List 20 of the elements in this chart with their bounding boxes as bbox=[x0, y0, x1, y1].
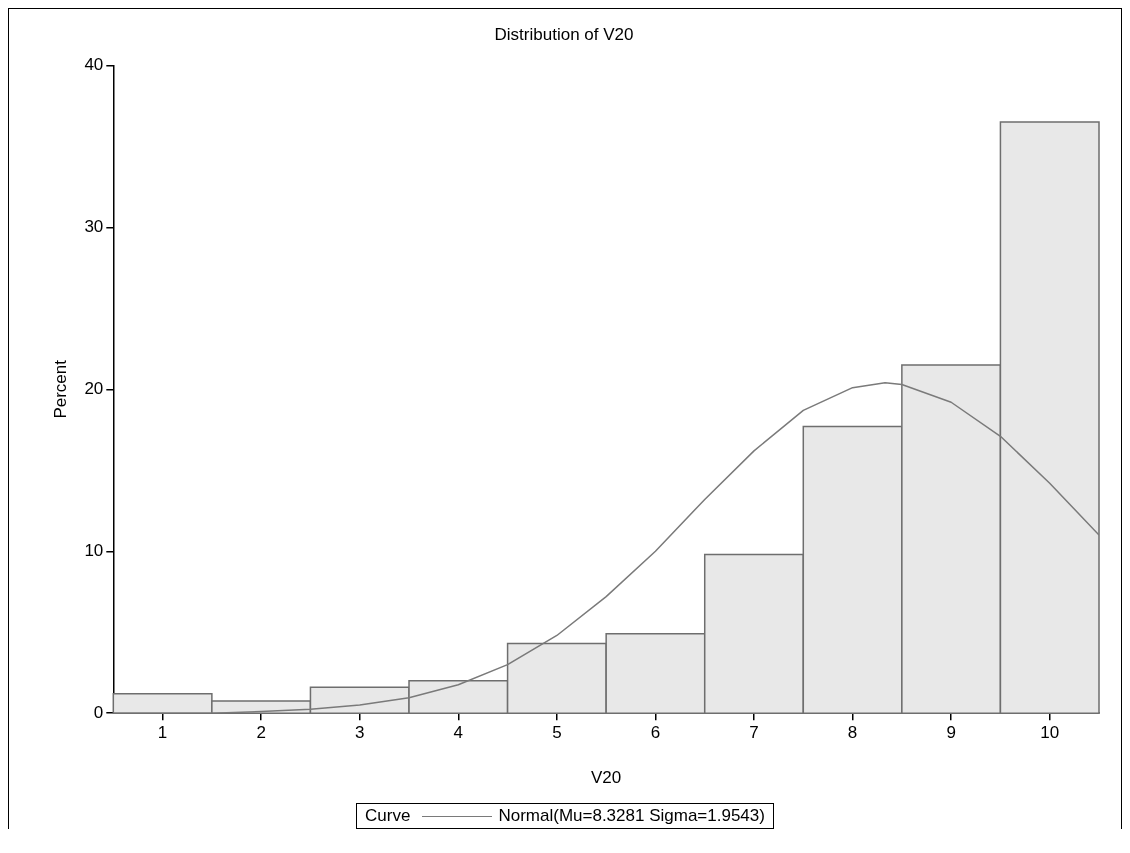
y-tick-label: 0 bbox=[93, 702, 104, 722]
x-tick-label: 4 bbox=[453, 723, 464, 743]
x-tick-label: 1 bbox=[157, 723, 168, 743]
y-tick-label: 20 bbox=[84, 378, 104, 398]
y-axis-title: Percent bbox=[50, 359, 70, 419]
x-axis-title: V20 bbox=[591, 768, 622, 788]
x-tick-label: 9 bbox=[946, 723, 956, 743]
x-tick-label: 6 bbox=[650, 723, 661, 743]
x-tick-label: 7 bbox=[749, 723, 759, 743]
legend-label: Normal(Mu=8.3281 Sigma=1.9543) bbox=[498, 806, 765, 826]
chart-title: Distribution of V20 bbox=[494, 24, 634, 44]
x-tick-label: 2 bbox=[256, 723, 266, 743]
y-tick-label: 10 bbox=[84, 540, 104, 560]
y-tick-label: 30 bbox=[84, 217, 104, 237]
x-tick-label: 8 bbox=[847, 723, 858, 743]
x-tick-label: 5 bbox=[552, 723, 562, 743]
x-tick-label: 10 bbox=[1040, 723, 1060, 743]
x-tick-label: 3 bbox=[355, 723, 365, 743]
legend-title: Curve bbox=[365, 806, 411, 826]
y-tick-label: 40 bbox=[84, 55, 104, 75]
